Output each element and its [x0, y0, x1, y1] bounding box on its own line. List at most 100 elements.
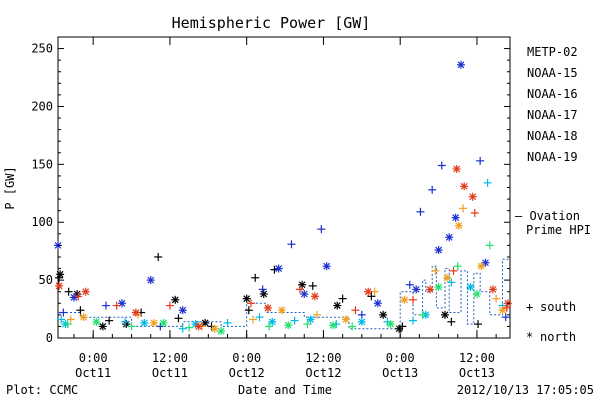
north-marker	[264, 303, 273, 312]
north-marker-d2	[379, 311, 387, 319]
south-marker	[251, 273, 260, 282]
north-marker-d2	[278, 306, 286, 314]
north-marker-d2	[441, 311, 449, 319]
north-marker	[79, 313, 88, 322]
north-marker	[341, 315, 350, 324]
north-marker-d2	[426, 285, 434, 293]
y-tick-label: 250	[31, 42, 53, 56]
legend-ovation-line2: Prime HPI	[526, 223, 591, 237]
north-marker	[300, 290, 309, 299]
north-marker	[477, 262, 486, 271]
north-marker-d2	[150, 319, 158, 327]
north-marker	[379, 310, 388, 319]
south-marker	[431, 266, 440, 275]
south-marker	[492, 294, 501, 303]
south-marker	[255, 313, 264, 322]
north-marker	[472, 290, 481, 299]
north-marker-d2	[333, 302, 341, 310]
north-marker	[445, 233, 454, 242]
south-marker	[258, 285, 267, 294]
north-marker	[443, 273, 452, 282]
south-marker	[313, 310, 322, 319]
north-marker-d2	[435, 246, 442, 254]
north-marker-d2	[467, 283, 474, 291]
north-marker-d2	[307, 316, 315, 323]
south-marker	[338, 294, 347, 303]
north-marker-d2	[435, 283, 442, 291]
south-marker	[317, 225, 326, 234]
north-marker-d2	[260, 290, 268, 298]
south-marker	[121, 317, 130, 326]
south-marker	[408, 295, 417, 304]
north-marker	[171, 295, 180, 304]
north-marker-d2	[55, 282, 63, 290]
north-marker-d2	[452, 214, 460, 222]
north-marker-d2	[201, 319, 209, 327]
south-marker	[246, 299, 255, 308]
north-marker	[434, 283, 443, 292]
north-marker	[306, 315, 315, 324]
south-marker	[348, 322, 357, 331]
legend-item: NOAA-16	[527, 87, 578, 101]
north-marker	[364, 287, 373, 296]
north-marker	[426, 285, 435, 294]
north-marker	[92, 317, 101, 326]
legend-marker-label: south	[540, 300, 576, 314]
legend-ovation-line1: — Ovation	[515, 209, 580, 223]
x-tick-date: Oct12	[305, 366, 341, 380]
north-marker	[310, 292, 319, 301]
x-tick-label: 0:00	[386, 351, 415, 365]
north-marker-d2	[268, 318, 276, 326]
north-marker-d2	[457, 61, 465, 69]
south-marker	[447, 278, 456, 287]
north-marker	[333, 301, 342, 310]
south-marker	[76, 306, 85, 315]
north-marker-d2	[455, 222, 463, 230]
north-marker-d2	[217, 327, 225, 335]
north-marker	[454, 221, 463, 230]
north-marker	[298, 280, 307, 289]
legend-marker-symbol: *	[526, 330, 533, 344]
north-marker-d2	[412, 285, 420, 293]
south-marker	[408, 316, 417, 325]
south-marker	[485, 241, 494, 250]
ovation-hpi-line	[58, 258, 510, 330]
north-marker	[140, 318, 149, 327]
north-marker-d2	[179, 306, 187, 314]
north-marker	[468, 192, 477, 201]
north-marker	[194, 322, 203, 331]
north-marker-d2	[82, 288, 90, 296]
y-tick-label: 150	[31, 157, 53, 171]
south-marker	[437, 161, 446, 170]
south-marker	[418, 310, 427, 319]
south-marker	[127, 322, 136, 331]
plot-area	[54, 36, 512, 339]
north-marker	[146, 276, 155, 285]
x-tick-label: 12:00	[305, 351, 341, 365]
south-marker	[290, 316, 299, 325]
north-marker-d2	[453, 165, 461, 173]
north-marker	[451, 213, 460, 222]
south-marker	[474, 320, 483, 329]
plot-credit: Plot: CCMC	[6, 383, 78, 397]
north-marker	[69, 293, 78, 302]
plot-timestamp: 2012/10/13 17:05:05	[457, 383, 594, 397]
legend-item: NOAA-19	[527, 150, 578, 164]
x-tick-date: Oct13	[459, 366, 495, 380]
legend-marker-label: north	[540, 330, 576, 344]
south-marker	[249, 315, 258, 324]
x-axis-label: Date and Time	[238, 383, 332, 397]
north-marker-d2	[243, 295, 251, 303]
north-marker-d2	[460, 182, 468, 190]
north-marker	[81, 287, 90, 296]
north-marker-d2	[358, 318, 366, 326]
north-marker-d2	[445, 233, 453, 241]
x-tick-label: 0:00	[79, 351, 108, 365]
south-marker	[447, 317, 456, 326]
north-marker-d2	[401, 296, 408, 304]
legend-item: METP-02	[527, 45, 578, 59]
north-marker	[322, 262, 331, 271]
south-marker	[476, 156, 485, 165]
south-marker	[470, 208, 479, 217]
north-marker-d2	[477, 262, 485, 270]
